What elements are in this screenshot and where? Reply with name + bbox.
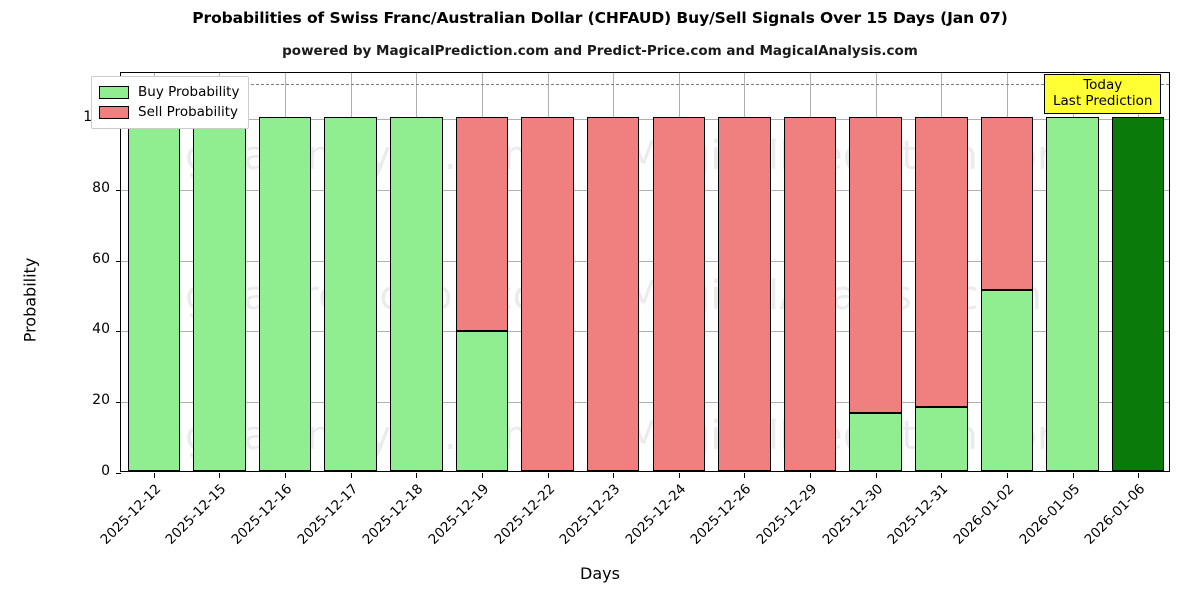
x-tick (810, 473, 811, 478)
bar-group[interactable] (783, 73, 837, 471)
bar-group[interactable] (1046, 73, 1099, 471)
y-tick (116, 189, 121, 191)
y-tick (116, 402, 121, 404)
x-tick (876, 473, 877, 478)
x-tick (679, 473, 680, 478)
legend-label: Sell Probability (138, 104, 239, 120)
bar-group[interactable] (127, 73, 181, 471)
legend-swatch (99, 85, 129, 99)
plot-clip: MagicalAnalysis.comMagicalPrediction.com… (121, 73, 1169, 471)
bar-segment[interactable] (783, 117, 837, 471)
y-tick (116, 473, 121, 474)
bar-segment[interactable] (1046, 117, 1099, 471)
y-tick-label: 20 (92, 392, 110, 409)
bar-segment[interactable] (586, 117, 640, 471)
gridline-horizontal (121, 260, 1169, 262)
bar-segment[interactable] (127, 117, 181, 471)
x-tick (1007, 473, 1008, 478)
x-tick (1073, 473, 1074, 478)
gridline-horizontal (121, 331, 1169, 333)
x-tick (548, 473, 549, 478)
today-annotation: Today Last Prediction (1044, 74, 1162, 115)
bar-group[interactable] (652, 73, 706, 471)
bar-segment[interactable] (521, 117, 574, 471)
x-tick (744, 473, 745, 478)
bar-group[interactable] (455, 73, 509, 471)
x-tick (285, 473, 286, 478)
chart-subtitle: powered by MagicalPrediction.com and Pre… (282, 43, 918, 59)
x-tick (416, 473, 417, 478)
bar-group[interactable] (193, 73, 246, 471)
bar-segment[interactable] (652, 117, 706, 471)
y-tick-label: 0 (101, 463, 110, 479)
y-tick-label: 80 (92, 179, 110, 196)
legend-label: Buy Probability (138, 84, 240, 100)
bar-segment[interactable] (1111, 117, 1165, 471)
bar-group[interactable] (324, 73, 377, 471)
bar-segment[interactable] (390, 117, 443, 471)
chart-legend[interactable]: Buy Probability Sell Probability (91, 76, 250, 129)
bar-group[interactable] (390, 73, 443, 471)
x-tick (613, 473, 614, 478)
y-tick (116, 260, 121, 262)
bar-segment[interactable] (915, 407, 968, 471)
chart-title: Probabilities of Swiss Franc/Australian … (192, 9, 1008, 27)
bar-segment[interactable] (258, 117, 312, 471)
bar-segment[interactable] (455, 117, 509, 332)
bar-segment[interactable] (980, 117, 1034, 291)
legend-item[interactable]: Buy Probability (99, 82, 239, 102)
bar-segment[interactable] (718, 117, 771, 471)
gridline-horizontal (121, 189, 1169, 191)
y-axis-title: Probability (20, 257, 40, 343)
x-tick (482, 473, 483, 478)
bar-group[interactable] (586, 73, 640, 471)
y-tick-label: 40 (92, 321, 110, 338)
y-tick-label: 60 (92, 250, 110, 267)
x-tick (351, 473, 352, 478)
bar-group[interactable] (1111, 73, 1165, 471)
legend-item[interactable]: Sell Probability (99, 102, 239, 122)
bar-segment[interactable] (915, 117, 968, 408)
bar-segment[interactable] (455, 331, 509, 471)
bar-segment[interactable] (849, 412, 902, 471)
bar-group[interactable] (258, 73, 312, 471)
plot-area: MagicalAnalysis.comMagicalPrediction.com… (116, 72, 1170, 478)
bar-group[interactable] (718, 73, 771, 471)
gridline-horizontal (121, 119, 1169, 121)
legend-swatch (99, 105, 129, 119)
x-tick (1138, 473, 1139, 478)
gridline-horizontal (121, 402, 1169, 404)
today-line-2: Last Prediction (1053, 92, 1153, 109)
x-axis-title: Days (580, 564, 620, 583)
bar-segment[interactable] (324, 117, 377, 471)
x-tick (219, 473, 220, 478)
bar-group[interactable] (849, 73, 902, 471)
bar-group[interactable] (521, 73, 574, 471)
bar-group[interactable] (980, 73, 1034, 471)
bar-segment[interactable] (193, 117, 246, 471)
bar-segment[interactable] (980, 290, 1034, 471)
y-tick (116, 331, 121, 333)
x-tick (941, 473, 942, 478)
reference-line (121, 83, 1169, 85)
bar-segment[interactable] (849, 117, 902, 413)
today-line-1: Today (1083, 77, 1123, 93)
bar-group[interactable] (915, 73, 968, 471)
x-tick (154, 473, 155, 478)
